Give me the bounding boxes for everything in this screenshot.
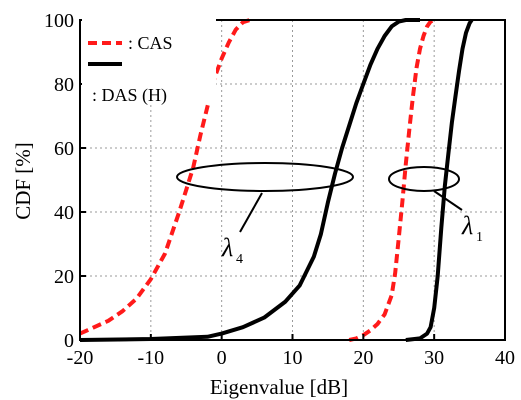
series-line-cas-lambda4 bbox=[79, 18, 251, 336]
series-line-das-lambda4 bbox=[79, 18, 420, 342]
legend-label-cas: : CAS bbox=[128, 33, 173, 53]
y-axis-label: CDF [%] bbox=[11, 142, 35, 220]
lambda4-leader bbox=[239, 192, 263, 233]
x-tick-label: 20 bbox=[353, 347, 373, 369]
y-tick-label: 60 bbox=[54, 138, 74, 160]
y-tick-label: 80 bbox=[54, 74, 74, 96]
x-tick-label: 10 bbox=[283, 347, 303, 369]
x-axis-label: Eigenvalue [dB] bbox=[210, 375, 348, 399]
y-tick-label: 0 bbox=[64, 330, 74, 352]
series-line-cas-lambda1 bbox=[348, 18, 436, 342]
lambda4-subscript: 4 bbox=[236, 252, 243, 267]
lambda4-symbol: λ bbox=[221, 233, 233, 262]
axis-ticks: -20 -10 0 10 20 30 40 0 20 40 60 80 100 bbox=[44, 10, 515, 369]
lambda1-symbol: λ bbox=[461, 211, 473, 240]
x-tick-label: 30 bbox=[424, 347, 444, 369]
x-tick-label: 0 bbox=[217, 347, 227, 369]
legend-label-das: : DAS (H) bbox=[92, 85, 167, 106]
x-tick-label: -20 bbox=[67, 347, 94, 369]
y-tick-label: 20 bbox=[54, 266, 74, 288]
lambda1-leader bbox=[433, 190, 463, 211]
lambda4-ellipse bbox=[176, 162, 354, 192]
lambda1-ellipse bbox=[388, 166, 460, 192]
x-tick-label: -10 bbox=[137, 347, 164, 369]
x-tick-label: 40 bbox=[495, 347, 515, 369]
y-tick-label: 100 bbox=[44, 10, 74, 32]
legend-background bbox=[82, 14, 216, 104]
y-tick-label: 40 bbox=[54, 202, 74, 224]
lambda1-subscript: 1 bbox=[476, 230, 483, 245]
